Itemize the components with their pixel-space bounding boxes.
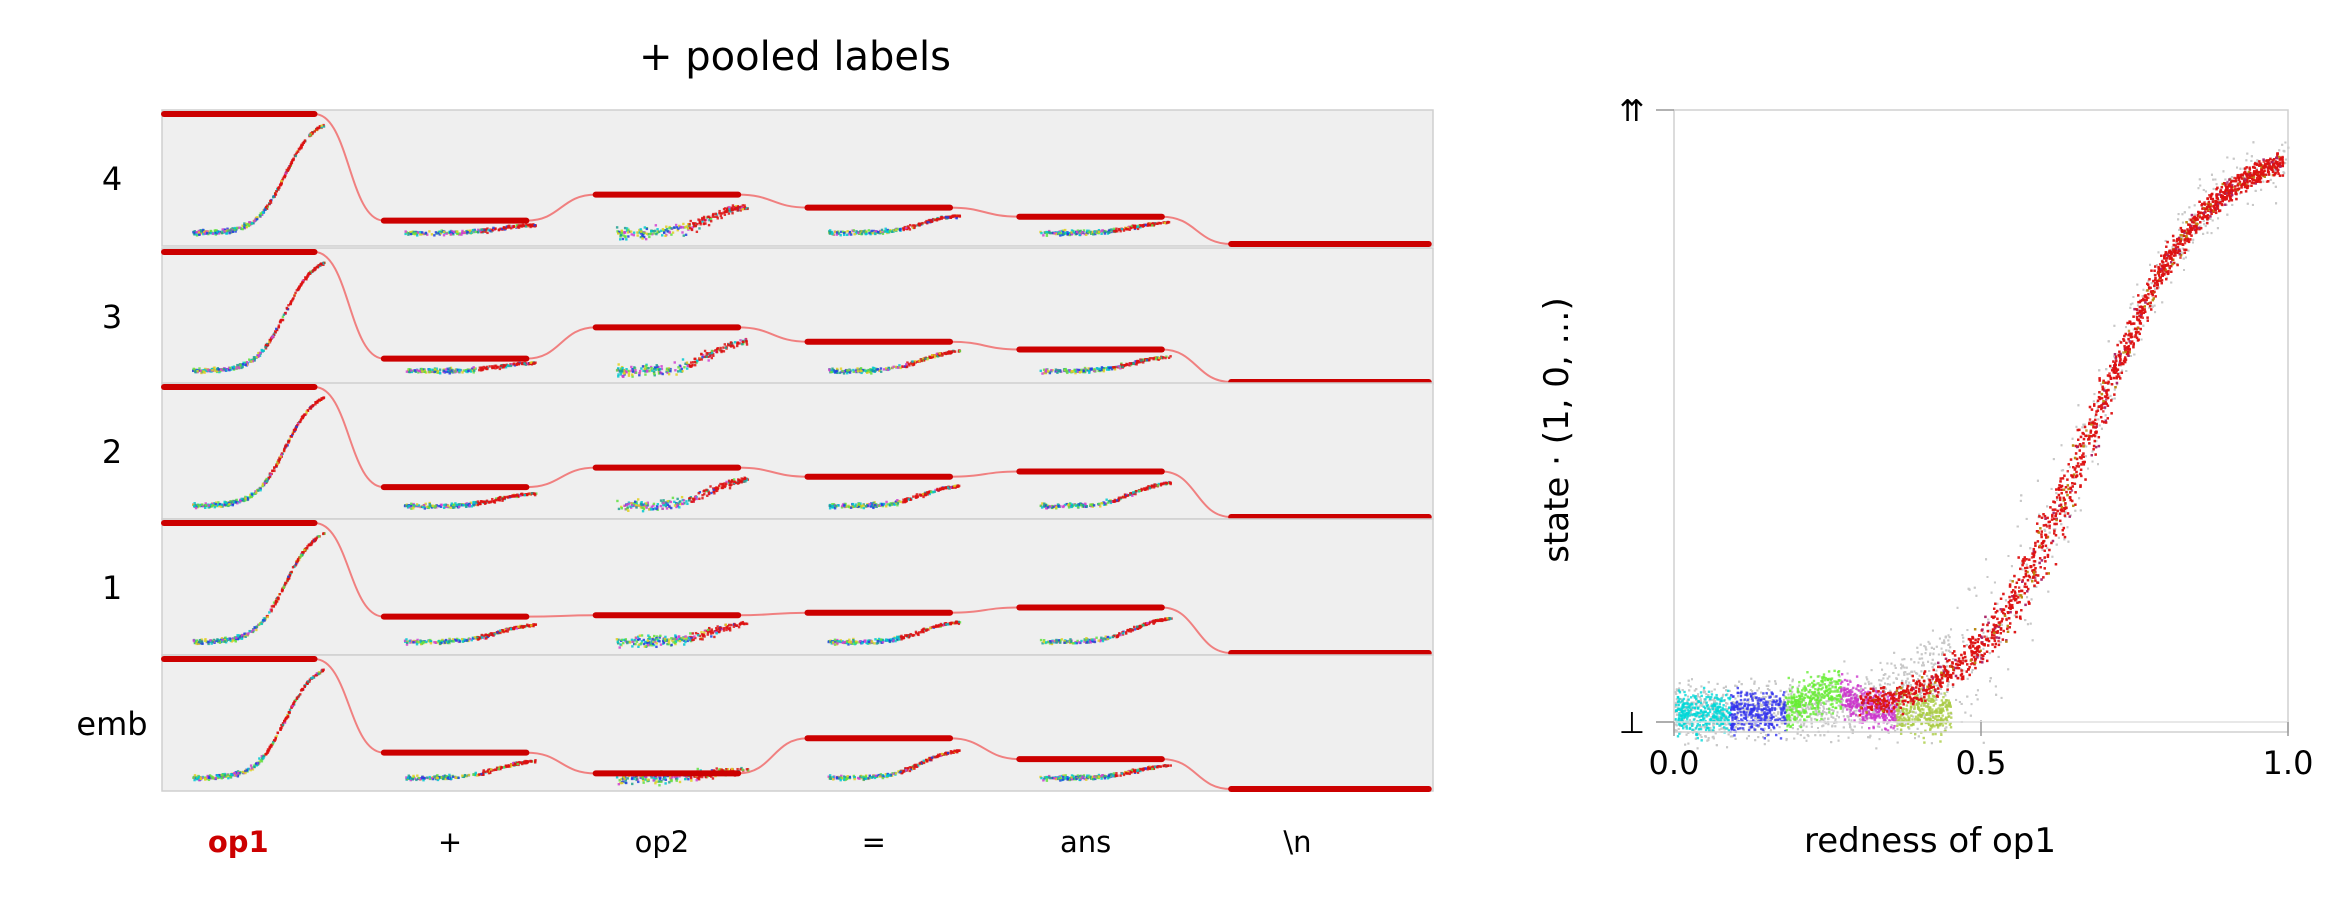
row-label: 4: [102, 160, 122, 198]
x-tick-label: 0.0: [1649, 744, 1700, 782]
pooled-labels-svg: + pooled labels op1 + op2 = ans \n 4 3 2 1 emb: [0, 0, 1470, 896]
token-label: \n: [1283, 825, 1311, 859]
token-label: =: [862, 825, 886, 859]
main-band-points: [1859, 152, 2284, 716]
row-label: 2: [102, 433, 122, 471]
x-tick-label: 1.0: [2263, 744, 2314, 782]
row-panel: [162, 519, 1433, 655]
x-tick-label: 0.5: [1956, 744, 2007, 782]
token-label: op1: [208, 825, 269, 859]
row-label: 1: [102, 569, 122, 607]
layer-row: [162, 383, 1433, 519]
layer-row: [162, 519, 1433, 655]
y-tick-label: ⊥: [1619, 706, 1645, 741]
y-axis-label: state · (1, 0, …): [1537, 297, 1577, 563]
redness-scatter-chart: 0.0 0.5 1.0 ⊥ ⇈ redness of op1 state · (1, 0…: [1480, 0, 2340, 900]
token-label: ans: [1060, 825, 1111, 859]
pooled-labels-chart: + pooled labels op1 + op2 = ans \n 4 3 2 1 emb: [0, 0, 1470, 900]
x-axis-label: redness of op1: [1804, 821, 2056, 861]
layer-row: [162, 110, 1433, 246]
y-tick-label: ⇈: [1619, 94, 1644, 129]
token-label: +: [438, 825, 462, 859]
row-panel: [162, 383, 1433, 519]
row-label: emb: [76, 705, 147, 743]
chart-title: + pooled labels: [639, 34, 951, 80]
redness-scatter-svg: 0.0 0.5 1.0 ⊥ ⇈ redness of op1 state · (1, 0…: [1480, 0, 2340, 896]
token-label: op2: [635, 825, 690, 859]
row-panel: [162, 655, 1433, 791]
row-label: 3: [102, 298, 122, 336]
layer-row: [162, 248, 1433, 384]
layer-row: [162, 655, 1433, 791]
